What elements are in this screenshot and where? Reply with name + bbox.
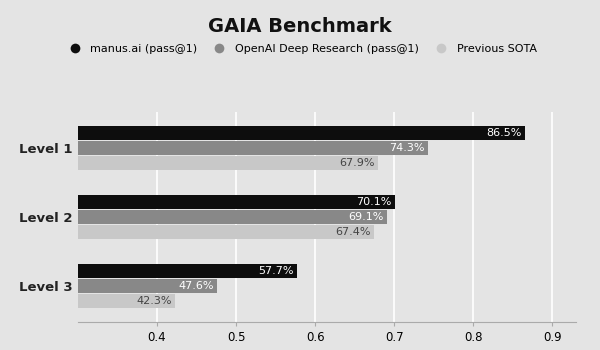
Bar — [0, 156, 377, 170]
Bar — [0, 225, 374, 239]
Legend: manus.ai (pass@1), OpenAI Deep Research (pass@1), Previous SOTA: manus.ai (pass@1), OpenAI Deep Research … — [64, 44, 536, 54]
Bar — [0, 141, 428, 155]
Bar — [0, 294, 175, 308]
Text: 69.1%: 69.1% — [349, 212, 384, 222]
Bar — [0, 210, 387, 224]
Bar — [0, 195, 395, 209]
Text: 67.9%: 67.9% — [339, 158, 374, 168]
Bar — [0, 126, 524, 140]
Text: 47.6%: 47.6% — [178, 281, 214, 291]
Text: 70.1%: 70.1% — [356, 197, 392, 207]
Bar — [0, 264, 297, 278]
Text: GAIA Benchmark: GAIA Benchmark — [208, 18, 392, 36]
Text: 67.4%: 67.4% — [335, 227, 370, 237]
Text: 86.5%: 86.5% — [486, 128, 521, 138]
Bar — [0, 279, 217, 293]
Text: 74.3%: 74.3% — [389, 143, 425, 153]
Text: 42.3%: 42.3% — [137, 296, 172, 306]
Text: 57.7%: 57.7% — [258, 266, 294, 276]
